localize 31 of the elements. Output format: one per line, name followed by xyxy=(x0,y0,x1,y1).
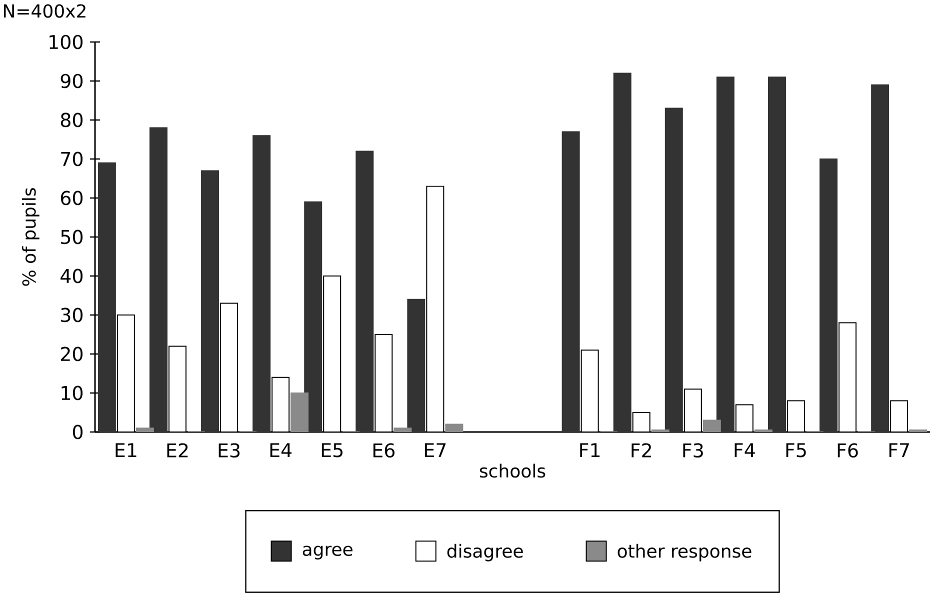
legend-label: disagree xyxy=(447,544,523,562)
x-tick-label: E5 xyxy=(322,443,342,458)
x-tick-label: F6 xyxy=(838,443,858,458)
y-tick-label: 80 xyxy=(60,112,83,128)
y-tick-label: 60 xyxy=(60,190,83,206)
x-tick-label: E4 xyxy=(270,443,292,458)
x-tick-label: F4 xyxy=(734,443,755,458)
legend-label: other response xyxy=(618,544,752,562)
y-tick-label: 90 xyxy=(60,74,83,88)
legend-label: agree xyxy=(302,546,352,560)
x-axis-title: schools xyxy=(480,464,546,478)
y-tick-label: 100 xyxy=(50,34,83,50)
x-tick-label: E2 xyxy=(167,443,188,458)
x-tick-label: F7 xyxy=(889,443,909,458)
y-axis-title: % of pupils xyxy=(22,188,40,286)
y-tick-label: 10 xyxy=(62,386,83,400)
x-tick-label: F5 xyxy=(786,443,806,458)
x-tick-label: F3 xyxy=(683,443,703,458)
x-tick-label: F1 xyxy=(580,443,600,458)
x-tick-label: F2 xyxy=(632,443,651,458)
x-tick-label: E3 xyxy=(218,443,240,458)
text: N=400x2 xyxy=(4,4,86,18)
x-tick-label: E6 xyxy=(373,443,394,458)
y-tick-label: 40 xyxy=(60,268,83,284)
y-tick-label: 20 xyxy=(61,346,83,362)
y-tick-label: 0 xyxy=(72,424,83,440)
x-tick-label: E7 xyxy=(425,443,446,458)
y-tick-label: 30 xyxy=(61,308,83,322)
x-tick-label: E1 xyxy=(116,443,136,458)
y-tick-label: 50 xyxy=(61,230,83,244)
y-tick-label: 70 xyxy=(61,152,83,166)
